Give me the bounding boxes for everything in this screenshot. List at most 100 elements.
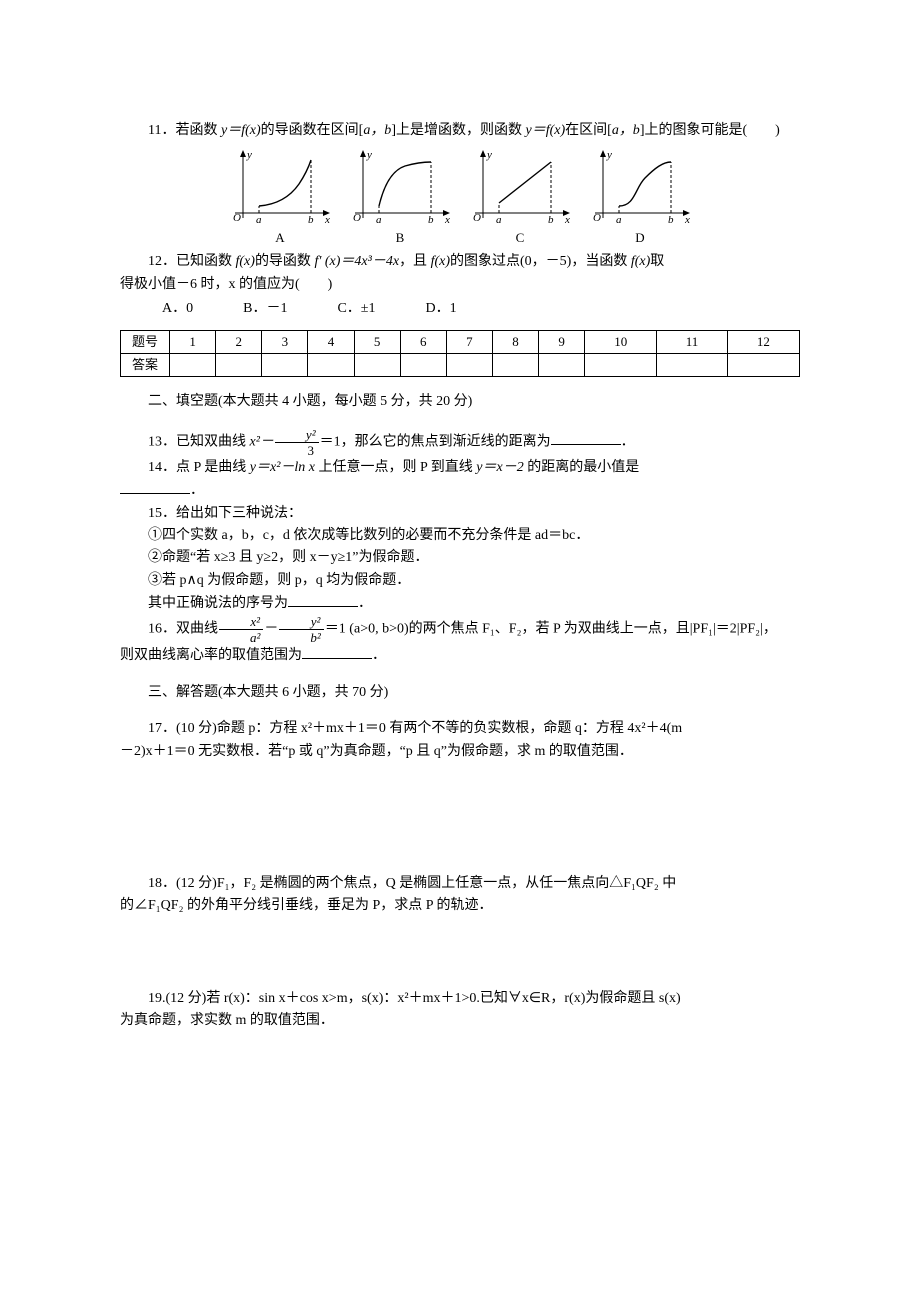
graph-D: O y x a b <box>585 148 695 226</box>
col-num: 12 <box>727 331 799 354</box>
graph-A: O y x a b <box>225 148 335 226</box>
col-num: 8 <box>492 331 538 354</box>
col-num: 9 <box>539 331 585 354</box>
q11-e: ]上是增函数，则函数 <box>391 123 525 138</box>
q11-stem: 11．若函数 y＝f(x)的导函数在区间[a，b]上是增函数，则函数 y＝f(x… <box>120 120 800 142</box>
ans-cell <box>585 354 657 377</box>
ans-cell <box>308 354 354 377</box>
ans-cell <box>727 354 799 377</box>
table-row: 答案 <box>121 354 800 377</box>
axis-b: b <box>308 214 314 226</box>
label-A: A <box>275 228 284 249</box>
blank <box>302 644 372 659</box>
q15-a: 15．给出如下三种说法： <box>120 503 800 525</box>
col-num: 2 <box>216 331 262 354</box>
q11-d: a，b <box>363 123 391 138</box>
q13: 13．已知双曲线 x²－y²3＝1，那么它的焦点到渐近线的距离为． <box>120 428 800 457</box>
q16-l2: 则双曲线离心率的取值范围为． <box>120 644 800 667</box>
section3-heading: 三、解答题(本大题共 6 小题，共 70 分) <box>120 682 800 704</box>
svg-text:b: b <box>548 214 554 226</box>
axis-O: O <box>233 212 241 224</box>
q12-options: A．0 B．－1 C．±1 D．1 <box>162 298 800 320</box>
graph-A-wrap: O y x a b A <box>225 148 335 249</box>
graph-C-wrap: O y x a b C <box>465 148 575 249</box>
svg-text:y: y <box>366 149 372 161</box>
graph-D-wrap: O y x a b D <box>585 148 695 249</box>
blank <box>120 479 190 494</box>
svg-text:x: x <box>684 214 690 226</box>
axis-x: x <box>324 214 330 226</box>
section2-heading: 二、填空题(本大题共 4 小题，每小题 5 分，共 20 分) <box>120 391 800 413</box>
table-row: 题号 1 2 3 4 5 6 7 8 9 10 11 12 <box>121 331 800 354</box>
q12-line1: 12．已知函数 f(x)的导函数 f′ (x)＝4x³－4x，且 f(x)的图象… <box>120 251 800 273</box>
q11-i: ]上的图象可能是( ) <box>640 123 780 138</box>
q16-l1: 16．双曲线x²a²－y²b²＝1 (a>0, b>0)的两个焦点 F₁、F₂，… <box>120 615 800 644</box>
row1-hdr: 题号 <box>121 331 170 354</box>
q18-l2: 的∠F₁QF₂ 的外角平分线引垂线，垂足为 P，求点 P 的轨迹． <box>120 895 800 917</box>
axis-y: y <box>246 149 252 161</box>
q11-a: 11．若函数 <box>148 123 221 138</box>
q17-l1: 17．(10 分)命题 p：方程 x²＋mx＋1＝0 有两个不等的负实数根，命题… <box>120 718 800 740</box>
blank <box>288 592 358 607</box>
col-num: 6 <box>400 331 446 354</box>
svg-text:y: y <box>486 149 492 161</box>
q19-l1: 19.(12 分)若 r(x)：sin x＋cos x>m，s(x)：x²＋mx… <box>120 988 800 1010</box>
q15-l1: ①四个实数 a，b，c，d 依次成等比数列的必要而不充分条件是 ad＝bc． <box>120 525 800 547</box>
svg-text:a: a <box>376 214 382 226</box>
col-num: 5 <box>354 331 400 354</box>
q19-l2: 为真命题，求实数 m 的取值范围． <box>120 1010 800 1032</box>
answer-table: 题号 1 2 3 4 5 6 7 8 9 10 11 12 答案 <box>120 330 800 377</box>
ans-cell <box>170 354 216 377</box>
label-B: B <box>396 228 405 249</box>
graph-B-wrap: O y x a b B <box>345 148 455 249</box>
svg-text:x: x <box>444 214 450 226</box>
q18-l1: 18．(12 分)F₁，F₂ 是椭圆的两个焦点，Q 是椭圆上任意一点，从任一焦点… <box>120 873 800 895</box>
svg-text:O: O <box>473 212 481 224</box>
q14: 14．点 P 是曲线 y＝x²－ln x 上任意一点，则 P 到直线 y＝x－2… <box>120 457 800 479</box>
col-num: 1 <box>170 331 216 354</box>
svg-text:a: a <box>496 214 502 226</box>
ans-cell <box>400 354 446 377</box>
ans-cell <box>657 354 727 377</box>
col-num: 4 <box>308 331 354 354</box>
q11-b: y＝f(x) <box>221 123 261 138</box>
ans-cell <box>539 354 585 377</box>
q15-l2: ②命题“若 x≥3 且 y≥2，则 x－y≥1”为假命题． <box>120 547 800 569</box>
svg-text:x: x <box>564 214 570 226</box>
col-num: 10 <box>585 331 657 354</box>
col-num: 7 <box>446 331 492 354</box>
ans-cell <box>216 354 262 377</box>
frac-x2-a2: x²a² <box>219 615 263 644</box>
svg-text:a: a <box>616 214 622 226</box>
opt-B: B．－1 <box>243 298 287 320</box>
opt-D: D．1 <box>426 298 457 320</box>
q11-graphs: O y x a b A O y x a b <box>120 148 800 249</box>
gap <box>120 918 800 988</box>
q11-f: y＝f(x) <box>525 123 565 138</box>
ans-cell <box>446 354 492 377</box>
graph-C: O y x a b <box>465 148 575 226</box>
ans-cell <box>262 354 308 377</box>
opt-C: C．±1 <box>337 298 375 320</box>
graph-B: O y x a b <box>345 148 455 226</box>
opt-A: A．0 <box>162 298 193 320</box>
blank <box>551 430 621 445</box>
svg-text:b: b <box>428 214 434 226</box>
q15-l3: ③若 p∧q 为假命题，则 p，q 均为假命题． <box>120 570 800 592</box>
q14-tail: ． <box>120 479 800 502</box>
label-C: C <box>516 228 525 249</box>
col-num: 3 <box>262 331 308 354</box>
gap <box>120 763 800 873</box>
svg-text:O: O <box>353 212 361 224</box>
q17-l2: －2)x＋1＝0 无实数根．若“p 或 q”为真命题，“p 且 q”为假命题，求… <box>120 741 800 763</box>
frac-y2-3: y²3 <box>275 428 319 457</box>
row2-hdr: 答案 <box>121 354 170 377</box>
frac-y2-b2: y²b² <box>279 615 323 644</box>
svg-text:O: O <box>593 212 601 224</box>
q11-h: a，b <box>612 123 640 138</box>
q15-l4: 其中正确说法的序号为． <box>120 592 800 615</box>
svg-text:b: b <box>668 214 674 226</box>
label-D: D <box>635 228 644 249</box>
q12-line2: 得极小值－6 时，x 的值应为( ) <box>120 274 800 296</box>
q11-c: 的导函数在区间[ <box>261 123 364 138</box>
